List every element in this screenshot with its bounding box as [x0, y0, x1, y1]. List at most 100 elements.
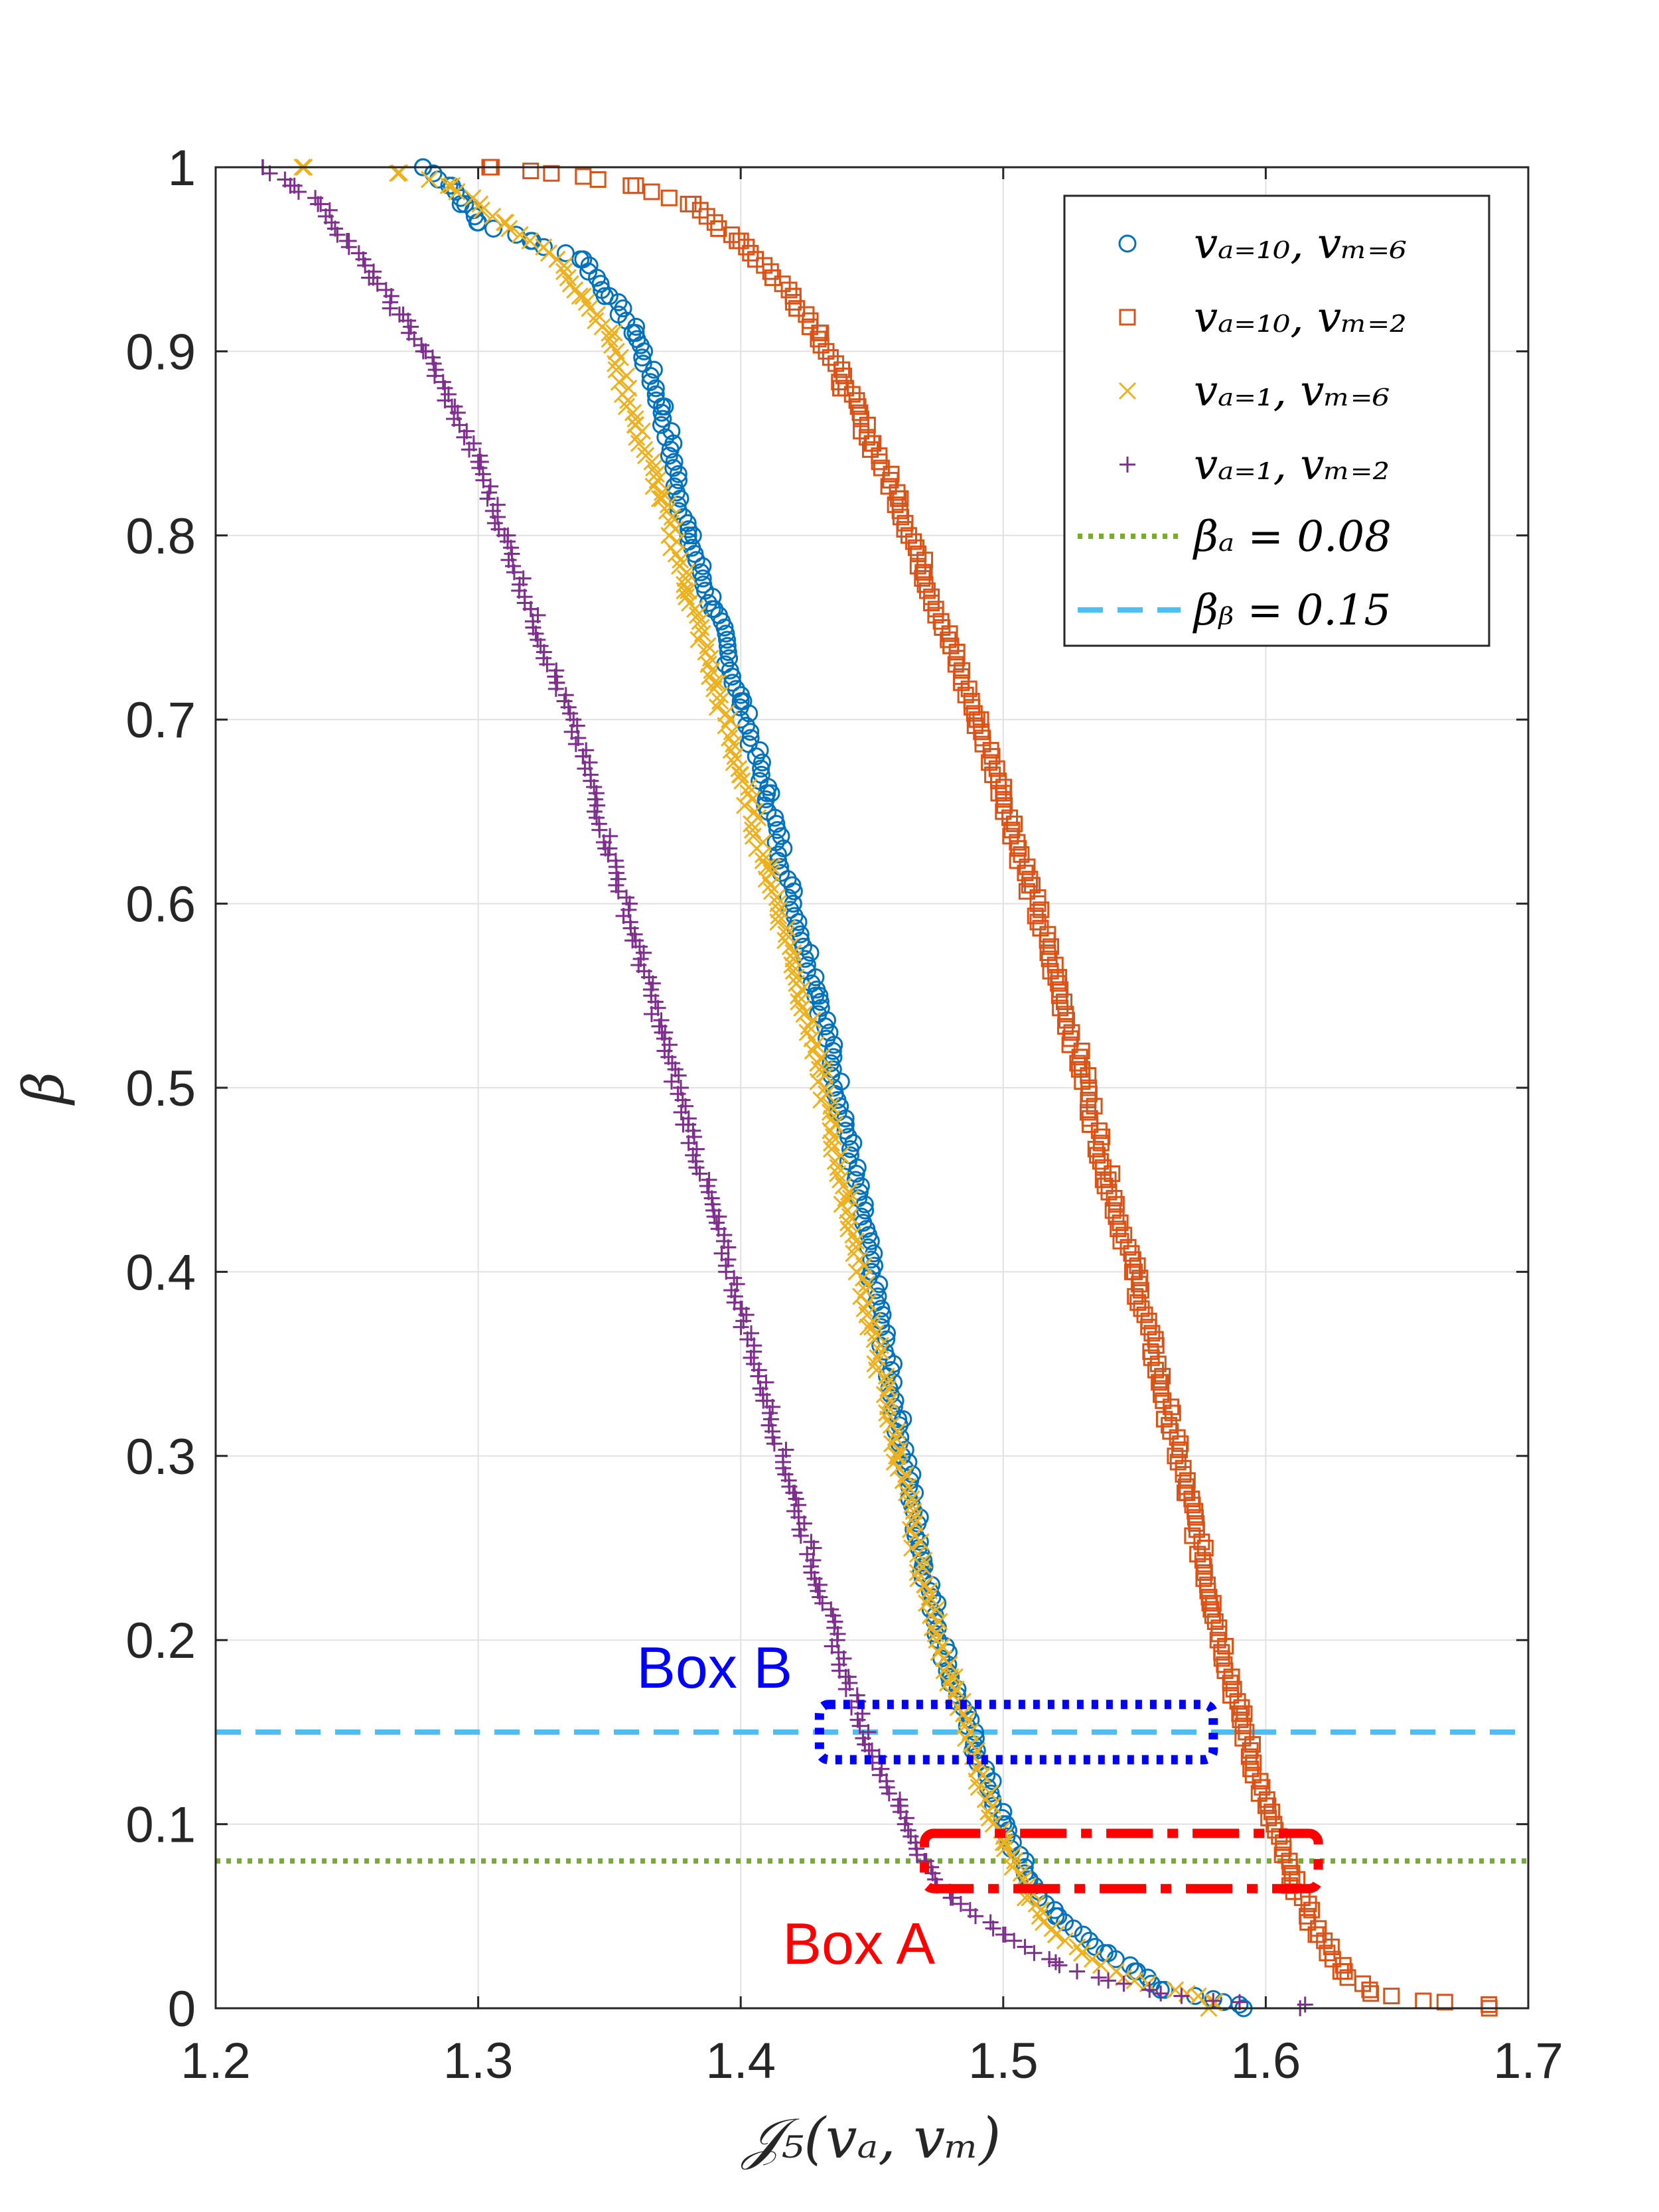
data-point — [757, 790, 775, 808]
data-point — [948, 650, 966, 667]
data-point — [811, 325, 828, 342]
data-point — [1124, 1251, 1141, 1268]
data-point — [758, 1392, 775, 1409]
data-point — [1009, 834, 1026, 851]
data-point — [881, 1785, 897, 1802]
data-point — [801, 318, 818, 335]
data-point — [591, 822, 608, 838]
data-point — [889, 484, 906, 501]
data-point — [1047, 969, 1064, 986]
data-point — [800, 1017, 818, 1035]
data-point — [1169, 1453, 1187, 1471]
data-point — [841, 1189, 859, 1207]
data-point — [1265, 1816, 1283, 1833]
data-point — [732, 766, 750, 784]
data-point — [1132, 1282, 1149, 1299]
data-point — [995, 1840, 1013, 1858]
data-point — [470, 453, 486, 470]
data-point — [871, 453, 888, 471]
data-point — [785, 1485, 802, 1501]
data-point — [787, 968, 805, 986]
data-point — [861, 441, 879, 458]
data-point — [672, 551, 689, 569]
data-point — [743, 821, 762, 839]
data-point — [863, 435, 881, 452]
data-point — [879, 1398, 897, 1416]
data-point — [1005, 1852, 1023, 1870]
data-point — [1244, 1735, 1262, 1753]
data-point — [646, 379, 665, 398]
data-point — [663, 508, 681, 526]
data-point — [964, 699, 981, 716]
data-point — [1116, 1976, 1132, 1992]
data-point — [1179, 1472, 1196, 1489]
data-point — [891, 1441, 908, 1459]
data-point — [1480, 1996, 1498, 2013]
data-point — [851, 1718, 868, 1734]
data-point — [484, 219, 503, 238]
data-point — [1223, 1668, 1240, 1686]
data-point — [942, 637, 960, 654]
data-point — [995, 1927, 1011, 1943]
data-point — [1006, 1933, 1023, 1949]
data-point — [1169, 1429, 1186, 1446]
data-point — [1206, 1613, 1224, 1630]
data-point — [1222, 1674, 1239, 1692]
data-point — [1080, 1931, 1099, 1950]
data-point — [1119, 309, 1136, 326]
data-point — [357, 257, 374, 273]
data-point — [769, 913, 787, 931]
data-point — [1056, 994, 1073, 1011]
data-point — [957, 686, 974, 703]
data-point — [522, 163, 540, 180]
data-point — [610, 373, 628, 391]
data-point — [839, 1152, 857, 1171]
data-point — [853, 423, 870, 440]
data-point — [645, 459, 663, 477]
annotation-box — [920, 1828, 1323, 1893]
data-point — [1257, 1797, 1274, 1814]
data-point — [1096, 1177, 1114, 1195]
data-point — [609, 293, 628, 311]
data-point — [1108, 1196, 1125, 1213]
data-point — [619, 392, 637, 409]
data-point — [878, 1404, 896, 1422]
data-point — [1118, 234, 1137, 253]
data-point — [575, 748, 591, 765]
data-point — [889, 1459, 907, 1477]
data-point — [1057, 1018, 1074, 1035]
data-point — [1263, 1803, 1281, 1820]
data-point — [1017, 1939, 1033, 1955]
data-point — [650, 490, 669, 508]
data-point — [1127, 1288, 1144, 1305]
data-point — [798, 306, 815, 323]
data-point — [723, 226, 740, 244]
data-point — [825, 1035, 843, 1054]
data-point — [1300, 1895, 1317, 1913]
legend-entry-label: 𝛽ᵦ = 0.15 — [1192, 586, 1391, 635]
y-tick-label: 0.4 — [125, 1244, 196, 1301]
data-point — [633, 348, 652, 367]
data-point — [1129, 1257, 1146, 1274]
data-point — [896, 521, 913, 538]
data-point — [1119, 1238, 1137, 1256]
data-point — [420, 171, 439, 188]
data-point — [1383, 1988, 1400, 2005]
data-point — [1092, 1134, 1110, 1151]
data-point — [973, 723, 990, 741]
data-point — [831, 1171, 849, 1189]
data-point — [665, 453, 684, 471]
data-point — [829, 1165, 847, 1183]
data-point — [313, 196, 329, 212]
data-point — [970, 1779, 987, 1797]
data-point — [644, 477, 662, 495]
data-point — [968, 711, 985, 728]
data-point — [443, 177, 461, 195]
data-point — [883, 1435, 901, 1453]
data-point — [1194, 1552, 1211, 1569]
data-point — [643, 183, 660, 200]
data-point — [979, 1803, 997, 1821]
data-point — [783, 956, 801, 974]
data-point — [641, 366, 660, 385]
data-point — [1205, 1992, 1222, 2009]
